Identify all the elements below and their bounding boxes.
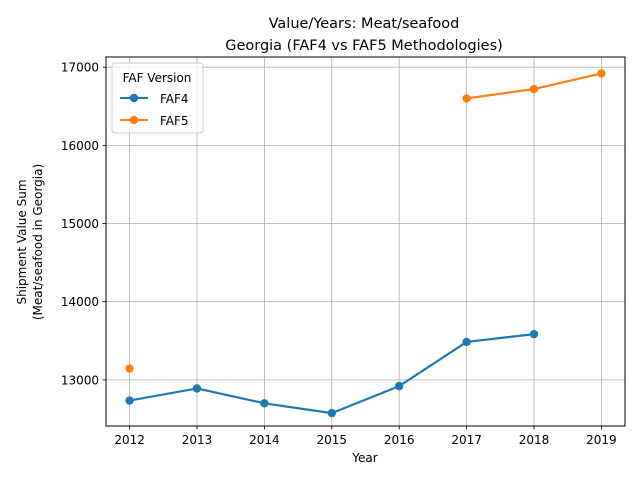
x-tick-label: 2017 [451, 433, 482, 447]
y-axis: 13000 14000 15000 16000 17000 [61, 61, 106, 387]
plot-frame [105, 56, 626, 427]
y-tick-label: 17000 [61, 61, 99, 75]
legend-label-faf5: FAF5 [160, 114, 189, 128]
legend-marker-faf4 [129, 93, 139, 103]
legend-marker-faf5 [129, 115, 139, 125]
x-tick-label: 2014 [249, 433, 280, 447]
y-tick-label: 15000 [61, 217, 99, 231]
legend-entry-faf4: FAF4 [120, 92, 189, 106]
x-tick-label: 2019 [586, 433, 617, 447]
data-point-faf5 [597, 69, 606, 78]
y-axis-label: Shipment Value Sum [15, 179, 29, 304]
legend-label-faf4: FAF4 [160, 92, 189, 106]
x-tick-label: 2012 [114, 433, 145, 447]
y-tick-label: 13000 [61, 373, 99, 387]
data-point-faf4 [529, 329, 539, 339]
x-axis: 2012 2013 2014 2015 2016 2017 2018 2019 [114, 426, 617, 447]
data-point-faf5 [125, 364, 134, 373]
y-tick-label: 14000 [61, 295, 99, 309]
data-point-faf4 [125, 396, 134, 405]
data-point-faf5 [462, 94, 471, 103]
data-point-faf5 [529, 84, 539, 94]
chart-subtitle: Georgia (FAF4 vs FAF5 Methodologies) [225, 38, 503, 54]
legend-title: FAF Version [123, 71, 192, 85]
x-tick-label: 2013 [182, 433, 213, 447]
data-point-faf4 [260, 399, 269, 408]
data-point-faf4 [395, 381, 404, 391]
legend-entry-faf5: FAF5 [120, 114, 189, 128]
legend: FAF Version FAF4 FAF5 [111, 62, 204, 134]
data-point-faf4 [192, 384, 202, 393]
data-point-faf4 [327, 408, 336, 418]
y-axis-label-line2: (Meat/seafood in Georgia) [31, 164, 45, 320]
data-point-faf4 [462, 337, 471, 347]
chart-title: Value/Years: Meat/seafood [269, 16, 460, 32]
series-layer [125, 69, 606, 418]
x-axis-label: Year [351, 451, 377, 465]
x-tick-label: 2015 [317, 433, 348, 447]
grid [106, 57, 625, 426]
legend-box [111, 62, 204, 134]
x-tick-label: 2016 [384, 433, 415, 447]
y-tick-label: 16000 [61, 139, 99, 153]
x-tick-label: 2018 [519, 433, 550, 447]
